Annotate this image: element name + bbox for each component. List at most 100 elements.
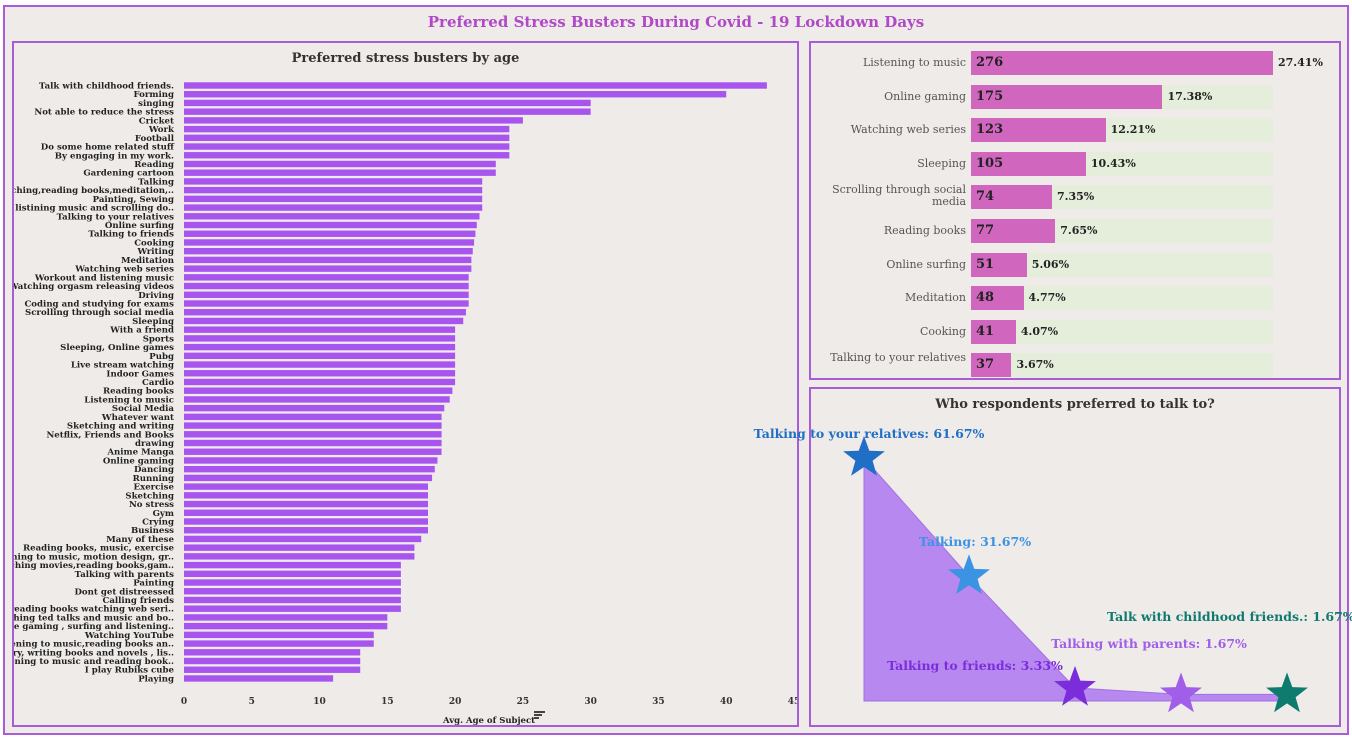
age-bar[interactable] xyxy=(184,256,472,264)
age-bar[interactable] xyxy=(184,465,435,473)
age-bar[interactable] xyxy=(184,204,483,211)
age-bar[interactable] xyxy=(184,640,374,647)
top-row[interactable]: Online surfing 51 5.06% xyxy=(811,252,1341,279)
age-bar[interactable] xyxy=(184,483,428,490)
top-row-bar[interactable] xyxy=(971,84,1163,109)
top-row-bar[interactable] xyxy=(971,151,1086,176)
top-row[interactable]: Meditation 48 4.77% xyxy=(811,286,1341,312)
age-bar[interactable] xyxy=(184,160,496,168)
age-bar[interactable] xyxy=(184,186,483,194)
age-bar[interactable] xyxy=(184,457,438,464)
age-bar[interactable] xyxy=(184,317,464,325)
age-bar[interactable] xyxy=(184,439,442,447)
age-bar[interactable] xyxy=(184,404,445,412)
top-row-bar[interactable] xyxy=(971,185,1052,210)
top-row-bar[interactable] xyxy=(971,51,1273,75)
sort-icon[interactable] xyxy=(534,709,546,721)
age-bar[interactable] xyxy=(184,335,456,342)
age-bar[interactable] xyxy=(184,282,469,290)
age-bar[interactable] xyxy=(184,143,510,150)
age-category-label: Both listining music and scrolling do.. xyxy=(14,204,174,214)
age-bar[interactable] xyxy=(184,527,428,534)
top-row[interactable]: Cooking 41 4.07% xyxy=(811,319,1341,346)
age-bar[interactable] xyxy=(184,588,401,595)
top-row-bar[interactable] xyxy=(971,118,1106,143)
age-bar[interactable] xyxy=(184,553,415,560)
age-bar[interactable] xyxy=(184,544,415,551)
age-bar[interactable] xyxy=(184,596,401,604)
top-row[interactable]: Scrolling through social media 74 7.35% xyxy=(811,184,1341,211)
top-row[interactable]: Reading books 77 7.65% xyxy=(811,219,1341,245)
age-bar[interactable] xyxy=(184,370,456,377)
top-row-bar[interactable] xyxy=(971,353,1012,378)
age-bar[interactable] xyxy=(184,300,469,307)
age-bar[interactable] xyxy=(184,91,727,98)
top-row[interactable]: Watching web series 123 12.21% xyxy=(811,118,1341,144)
age-bar[interactable] xyxy=(184,239,475,246)
age-bar[interactable] xyxy=(184,614,388,621)
age-bar[interactable] xyxy=(184,570,401,578)
talk-star-marker[interactable] xyxy=(1266,672,1308,713)
age-category-label: Not able to reduce the stress xyxy=(34,108,174,118)
age-bar[interactable] xyxy=(184,605,401,612)
top-row-label: Watching web series xyxy=(850,123,966,137)
age-bar[interactable] xyxy=(184,108,591,115)
age-bar[interactable] xyxy=(184,361,456,368)
age-bar[interactable] xyxy=(184,387,453,394)
age-bar[interactable] xyxy=(184,343,456,351)
talk-star-marker[interactable] xyxy=(1160,672,1202,713)
age-bar[interactable] xyxy=(184,535,422,543)
age-bar[interactable] xyxy=(184,649,361,656)
talk-star-marker[interactable] xyxy=(948,554,990,594)
age-bar[interactable] xyxy=(184,117,523,124)
age-bar[interactable] xyxy=(184,230,476,237)
age-bar[interactable] xyxy=(184,134,510,142)
age-bar[interactable] xyxy=(184,274,469,281)
age-bar[interactable] xyxy=(184,213,480,220)
talk-star-marker[interactable] xyxy=(843,436,885,476)
talk-star-marker[interactable] xyxy=(1054,665,1096,706)
top-row-track xyxy=(971,353,1273,378)
top-row-bar[interactable] xyxy=(971,252,1027,277)
age-bar[interactable] xyxy=(184,265,472,272)
age-bar[interactable] xyxy=(184,195,483,203)
age-bar[interactable] xyxy=(184,675,334,682)
top-row[interactable]: Online gaming 175 17.38% xyxy=(811,84,1341,111)
age-bar[interactable] xyxy=(184,448,442,455)
age-bar[interactable] xyxy=(184,579,401,586)
top-row[interactable]: Talking to your relatives 37 3.67% xyxy=(811,352,1341,379)
age-bar[interactable] xyxy=(184,518,428,525)
age-bar[interactable] xyxy=(184,352,456,360)
age-bar[interactable] xyxy=(184,169,496,176)
age-bar[interactable] xyxy=(184,474,433,482)
age-bar[interactable] xyxy=(184,431,442,438)
top-row[interactable]: Listening to music 276 27.41% xyxy=(811,51,1341,77)
age-bar[interactable] xyxy=(184,152,510,159)
age-bar[interactable] xyxy=(184,178,483,185)
age-bar[interactable] xyxy=(184,309,466,316)
age-bar[interactable] xyxy=(184,500,428,508)
top-row-bar[interactable] xyxy=(971,319,1016,344)
age-bar[interactable] xyxy=(184,413,442,421)
age-bar[interactable] xyxy=(184,396,450,403)
age-bar[interactable] xyxy=(184,422,442,429)
age-bar[interactable] xyxy=(184,247,473,255)
top-row-bar[interactable] xyxy=(971,286,1024,311)
age-bar[interactable] xyxy=(184,326,456,333)
talk-point-label: Talking to friends: 3.33% xyxy=(887,658,1063,673)
age-bar[interactable] xyxy=(184,99,591,107)
age-bar[interactable] xyxy=(184,509,428,516)
age-bar[interactable] xyxy=(184,631,374,639)
top-row-bar[interactable] xyxy=(971,219,1056,243)
age-bar[interactable] xyxy=(184,221,477,229)
age-bar[interactable] xyxy=(184,125,510,133)
age-bar[interactable] xyxy=(184,378,456,386)
age-bar[interactable] xyxy=(184,666,361,673)
age-bar[interactable] xyxy=(184,657,361,665)
age-bar[interactable] xyxy=(184,291,469,298)
top-row[interactable]: Sleeping 105 10.43% xyxy=(811,151,1341,178)
age-bar[interactable] xyxy=(184,82,767,89)
age-bar[interactable] xyxy=(184,622,388,630)
age-bar[interactable] xyxy=(184,492,428,499)
age-bar[interactable] xyxy=(184,561,401,569)
